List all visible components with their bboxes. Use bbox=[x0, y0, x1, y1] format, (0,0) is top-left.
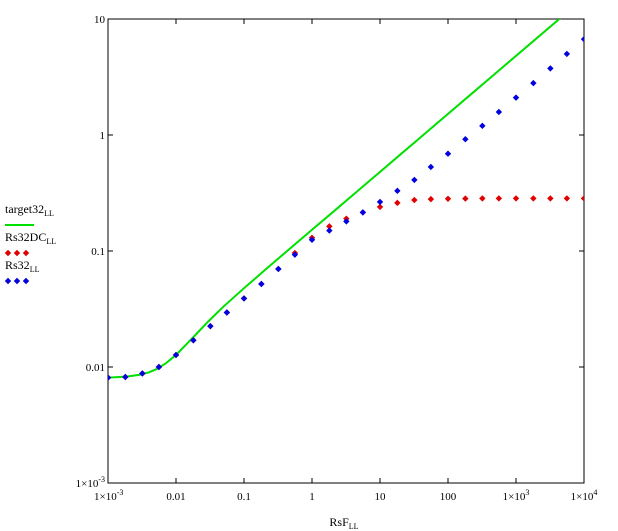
data-point bbox=[563, 50, 571, 58]
data-point bbox=[495, 108, 503, 116]
data-point bbox=[462, 195, 469, 202]
series-layer bbox=[108, 19, 584, 381]
data-point bbox=[139, 370, 146, 377]
y-tick-label: 0.01 bbox=[86, 362, 105, 374]
y-axis: 1×10-3 0.01 0.1 1 10 bbox=[76, 14, 584, 490]
plot-area-border bbox=[107, 18, 585, 484]
legend-label: Rs32DCLL bbox=[5, 230, 56, 246]
legend-swatch-marker bbox=[4, 249, 12, 257]
series-rs32 bbox=[108, 35, 584, 381]
data-point bbox=[512, 195, 520, 202]
x-tick-label: 1 bbox=[309, 491, 315, 503]
x-tick-label: 100 bbox=[440, 491, 457, 503]
data-point bbox=[479, 195, 486, 202]
data-point bbox=[172, 351, 180, 359]
data-point bbox=[343, 218, 350, 225]
data-point bbox=[444, 195, 452, 202]
legend-label: Rs32LL bbox=[5, 258, 40, 274]
x-axis-label-subscript: LL bbox=[349, 522, 359, 531]
data-point bbox=[411, 176, 418, 184]
data-point bbox=[291, 251, 299, 258]
data-point bbox=[495, 195, 503, 202]
x-tick-label: 1×10-3 bbox=[94, 488, 123, 503]
data-point bbox=[580, 35, 584, 43]
data-point bbox=[427, 195, 435, 203]
data-point bbox=[530, 195, 537, 202]
data-point bbox=[326, 223, 333, 230]
data-point bbox=[394, 199, 401, 207]
x-tick-label: 0.01 bbox=[166, 491, 185, 503]
legend-label: target32LL bbox=[5, 202, 54, 218]
y-tick-label: 1 bbox=[100, 130, 106, 142]
legend-swatch-marker bbox=[22, 249, 30, 257]
y-tick-label: 0.1 bbox=[91, 246, 105, 258]
data-point bbox=[411, 196, 418, 204]
x-tick-label: 10 bbox=[375, 491, 387, 503]
legend-swatch-marker bbox=[13, 249, 21, 257]
data-point bbox=[122, 373, 129, 381]
data-point bbox=[394, 187, 401, 195]
data-point bbox=[547, 195, 554, 202]
x-tick-label: 1×103 bbox=[503, 488, 530, 503]
data-point bbox=[207, 322, 214, 330]
x-tick-label: 1×104 bbox=[571, 488, 598, 503]
data-point bbox=[563, 195, 571, 202]
data-point bbox=[376, 198, 384, 206]
x-tick-label: 0.1 bbox=[237, 491, 251, 503]
data-point bbox=[376, 203, 384, 211]
legend-swatch-marker bbox=[13, 277, 21, 285]
x-axis-label-text: RsF bbox=[329, 515, 349, 529]
legend-swatch-marker bbox=[4, 277, 12, 285]
data-point bbox=[108, 374, 112, 381]
x-axis: 1×10-3 0.01 0.1 1 10 100 1×103 1×104 bbox=[94, 19, 597, 503]
data-point bbox=[479, 122, 486, 130]
data-point bbox=[444, 150, 452, 157]
data-point bbox=[547, 65, 554, 72]
series-line bbox=[108, 19, 561, 379]
data-point bbox=[462, 136, 469, 143]
data-point bbox=[190, 337, 197, 344]
legend-swatch-marker bbox=[22, 277, 30, 285]
data-point bbox=[326, 227, 333, 234]
data-point bbox=[308, 236, 316, 243]
y-tick-label: 10 bbox=[94, 14, 106, 26]
y-tick-label: 1×10-3 bbox=[76, 475, 105, 490]
data-point bbox=[580, 195, 584, 202]
series-target32 bbox=[108, 19, 561, 379]
data-point bbox=[359, 209, 367, 216]
data-point bbox=[427, 163, 435, 171]
data-point bbox=[240, 295, 248, 302]
x-axis-label: RsFLL bbox=[329, 515, 358, 531]
legend: target32LL Rs32DCLL Rs32LL bbox=[4, 202, 56, 285]
plot-frame bbox=[107, 18, 585, 484]
data-point bbox=[512, 94, 520, 101]
data-point bbox=[258, 280, 265, 288]
data-point bbox=[155, 363, 163, 371]
data-point bbox=[530, 79, 537, 87]
data-point bbox=[275, 265, 282, 273]
data-point bbox=[223, 309, 231, 316]
